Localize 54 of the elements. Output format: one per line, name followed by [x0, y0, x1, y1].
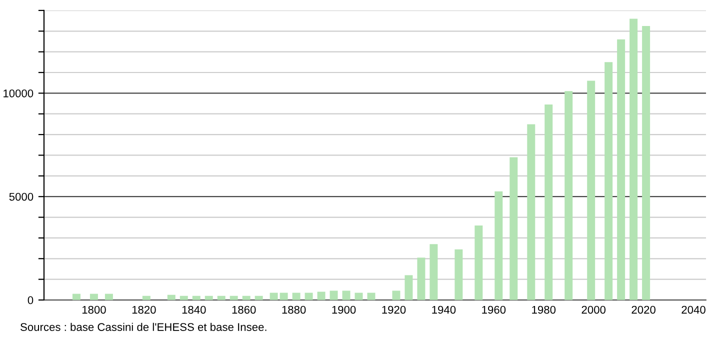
- bar: [270, 292, 278, 300]
- bar: [392, 290, 400, 300]
- x-tick-label: 1920: [382, 306, 406, 314]
- x-tick-label: 2020: [632, 306, 656, 314]
- bar: [404, 275, 413, 300]
- x-tick-label: 1840: [182, 306, 206, 314]
- bar: [367, 292, 376, 300]
- bar: [90, 294, 98, 300]
- bar: [354, 292, 363, 300]
- bar: [217, 296, 226, 300]
- bar: [642, 26, 650, 300]
- bar: [230, 296, 238, 300]
- bar: [72, 294, 80, 300]
- y-tick-label: 5000: [9, 192, 34, 201]
- bar: [180, 296, 188, 300]
- y-tick-label: 0: [28, 296, 34, 304]
- x-tick-label: 1860: [232, 306, 256, 314]
- bar: [630, 18, 638, 300]
- bar: [510, 157, 518, 300]
- bar: [587, 80, 596, 300]
- bar: [280, 292, 288, 300]
- bar: [204, 296, 213, 300]
- x-tick-label: 1800: [82, 306, 106, 314]
- bar: [494, 191, 503, 300]
- bar: [474, 226, 483, 300]
- bar: [142, 296, 150, 300]
- x-tick-label: 1820: [132, 306, 156, 314]
- bar: [192, 296, 200, 300]
- y-tick-label: 10000: [4, 89, 34, 98]
- x-tick-label: 1880: [282, 306, 306, 314]
- bar: [104, 294, 113, 300]
- bar: [292, 292, 300, 300]
- bar: [342, 290, 350, 300]
- bar: [330, 290, 338, 300]
- bar: [242, 296, 250, 300]
- bar: [317, 292, 326, 300]
- bar: [564, 91, 573, 300]
- bar: [544, 104, 553, 300]
- x-tick-label: 1940: [432, 306, 456, 314]
- bar: [254, 296, 263, 300]
- bar: [454, 249, 463, 300]
- bar: [417, 258, 426, 300]
- bar: [304, 292, 313, 300]
- x-tick-label: 1960: [482, 306, 506, 314]
- x-tick-label: 1980: [532, 306, 556, 314]
- bar: [527, 124, 536, 300]
- bar: [167, 294, 176, 300]
- x-tick-label: 2040: [682, 306, 706, 314]
- bar: [430, 244, 438, 300]
- source-note: Sources : base Cassini de l'EHESS et base Insee.: [20, 322, 266, 331]
- x-tick-label: 1900: [332, 306, 356, 314]
- bar: [604, 62, 613, 300]
- x-tick-label: 2000: [582, 306, 606, 314]
- bar: [617, 39, 626, 300]
